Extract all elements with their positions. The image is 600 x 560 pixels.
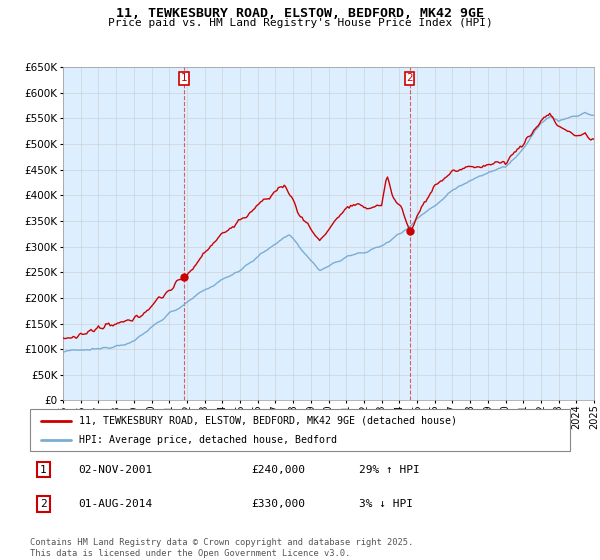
Text: £330,000: £330,000 [251, 499, 305, 509]
Text: 01-AUG-2014: 01-AUG-2014 [79, 499, 153, 509]
Text: Price paid vs. HM Land Registry's House Price Index (HPI): Price paid vs. HM Land Registry's House … [107, 18, 493, 28]
Text: 02-NOV-2001: 02-NOV-2001 [79, 465, 153, 475]
Text: 11, TEWKESBURY ROAD, ELSTOW, BEDFORD, MK42 9GE (detached house): 11, TEWKESBURY ROAD, ELSTOW, BEDFORD, MK… [79, 416, 457, 426]
Text: Contains HM Land Registry data © Crown copyright and database right 2025.
This d: Contains HM Land Registry data © Crown c… [30, 538, 413, 558]
Text: HPI: Average price, detached house, Bedford: HPI: Average price, detached house, Bedf… [79, 435, 337, 445]
Text: 11, TEWKESBURY ROAD, ELSTOW, BEDFORD, MK42 9GE: 11, TEWKESBURY ROAD, ELSTOW, BEDFORD, MK… [116, 7, 484, 20]
Text: 1: 1 [40, 465, 47, 475]
Text: 1: 1 [181, 73, 187, 83]
Text: 2: 2 [406, 73, 413, 83]
Text: 3% ↓ HPI: 3% ↓ HPI [359, 499, 413, 509]
Text: 2: 2 [40, 499, 47, 509]
FancyBboxPatch shape [30, 409, 570, 451]
Text: £240,000: £240,000 [251, 465, 305, 475]
Text: 29% ↑ HPI: 29% ↑ HPI [359, 465, 420, 475]
